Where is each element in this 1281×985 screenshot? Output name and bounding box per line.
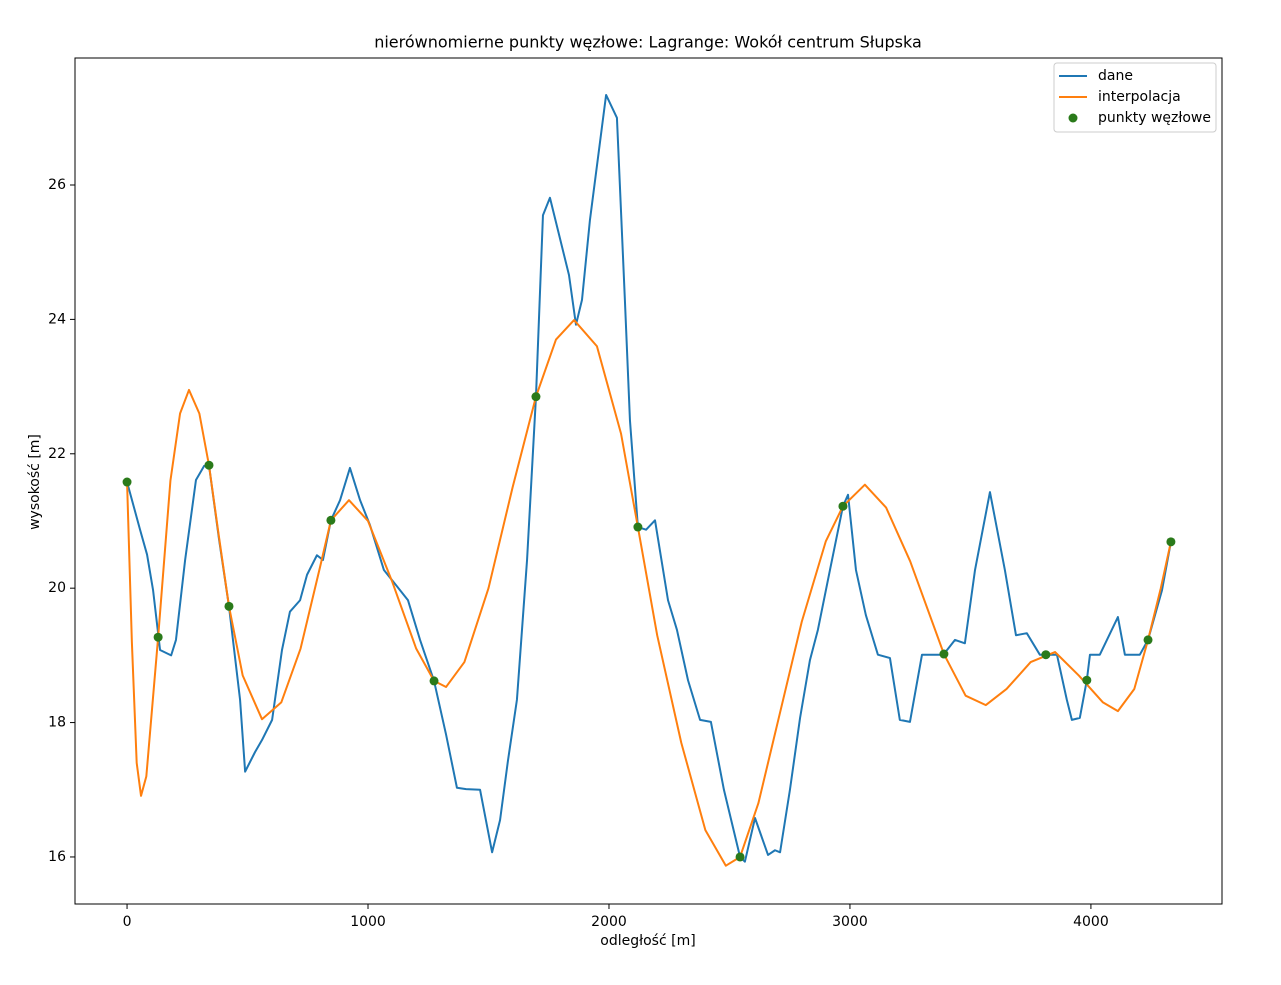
series-group xyxy=(122,93,1176,867)
scatter-point xyxy=(735,852,745,862)
legend-label: dane xyxy=(1098,68,1133,84)
scatter-point xyxy=(1041,650,1051,660)
y-tick-label: 22 xyxy=(48,446,66,462)
scatter-point xyxy=(224,601,234,611)
y-tick-label: 24 xyxy=(48,311,66,327)
legend-marker xyxy=(1068,113,1078,123)
legend-label: interpolacja xyxy=(1098,89,1181,105)
x-tick-label: 1000 xyxy=(350,914,386,930)
scatter-point xyxy=(204,460,214,470)
scatter-point xyxy=(1082,675,1092,685)
line-series xyxy=(126,319,1172,867)
y-axis-label: wysokość [m] xyxy=(27,434,43,530)
legend-label: punkty węzłowe xyxy=(1098,110,1211,126)
plot-frame xyxy=(74,57,1223,905)
scatter-point xyxy=(122,477,132,487)
x-tick-label: 2000 xyxy=(591,914,627,930)
scatter-point xyxy=(429,676,439,686)
x-axis-label: odległość [m] xyxy=(600,933,695,949)
y-tick-label: 20 xyxy=(48,580,66,596)
scatter-point xyxy=(939,649,949,659)
y-tick-label: 18 xyxy=(48,715,66,731)
chart-title: nierównomierne punkty węzłowe: Lagrange:… xyxy=(374,33,922,52)
legend-box xyxy=(1053,62,1217,133)
x-tick-label: 3000 xyxy=(832,914,868,930)
scatter-point xyxy=(838,501,848,511)
scatter-point xyxy=(633,522,643,532)
scatter-point xyxy=(326,515,336,525)
line-series xyxy=(126,93,1172,863)
scatter-point xyxy=(153,632,163,642)
y-tick-label: 26 xyxy=(48,177,66,193)
scatter-point xyxy=(1143,635,1153,645)
x-tick-label: 4000 xyxy=(1073,914,1109,930)
scatter-point xyxy=(531,392,541,402)
scatter-point xyxy=(1166,537,1176,547)
x-tick-label: 0 xyxy=(123,914,132,930)
y-tick-label: 16 xyxy=(48,849,66,865)
